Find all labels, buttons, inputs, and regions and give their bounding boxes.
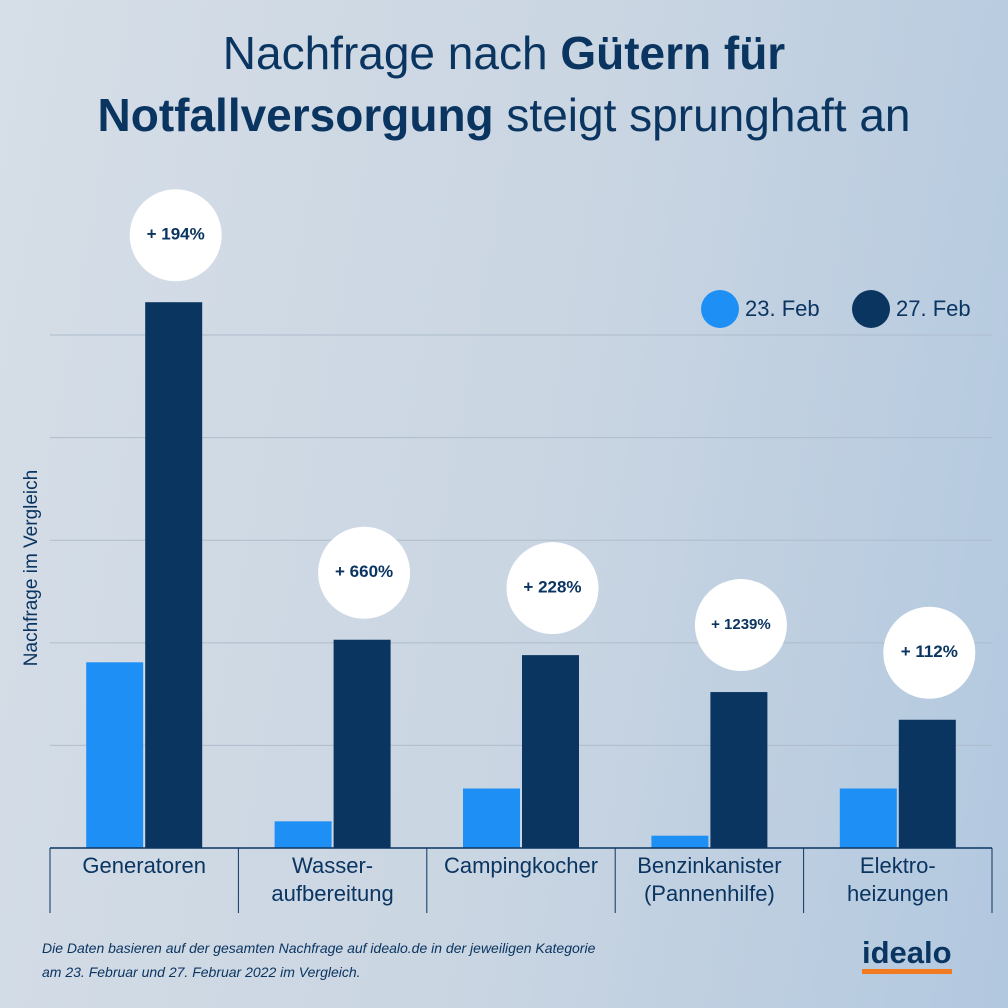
- bar: [86, 662, 144, 848]
- annotation: + 194%: [147, 225, 205, 244]
- title-part: Gütern für: [560, 27, 786, 79]
- y-axis-label: Nachfrage im Vergleich: [21, 470, 42, 666]
- bar: [839, 788, 897, 848]
- bar: [274, 821, 332, 848]
- legend-label: 23. Feb: [745, 296, 820, 321]
- bar: [710, 692, 768, 848]
- title-part: Notfallversorgung: [97, 89, 494, 141]
- annotation: + 112%: [901, 642, 958, 661]
- bar: [333, 639, 391, 848]
- bar: [522, 655, 579, 848]
- annotation-bubble: [318, 526, 411, 619]
- x-tick-label: Benzinkanister (Pannenhilfe): [637, 853, 782, 906]
- footnote-line: Die Daten basieren auf der gesamten Nach…: [42, 940, 596, 956]
- legend-swatch: [701, 290, 739, 328]
- annotation-bubble: [506, 542, 599, 635]
- title-part: steigt sprunghaft an: [493, 89, 911, 141]
- bar: [651, 835, 709, 848]
- x-tick-label: Campingkocher: [443, 853, 599, 878]
- annotation-bubble: [883, 606, 976, 699]
- x-tick-label: Wasser- aufbereitung: [271, 853, 394, 906]
- annotation: + 1239%: [711, 616, 771, 633]
- annotation: + 228%: [523, 578, 581, 597]
- annotation-bubble: [694, 579, 787, 672]
- annotation: + 660%: [335, 562, 393, 581]
- bar: [898, 719, 956, 848]
- title-part: Nachfrage nach: [222, 27, 561, 79]
- footnote: Die Daten basieren auf der gesamten Nach…: [42, 936, 595, 984]
- x-tick-label: Elektro- heizungen: [847, 853, 949, 906]
- chart-title: Nachfrage nach Gütern für Notfallversorgu…: [0, 22, 1008, 146]
- bar: [145, 302, 203, 848]
- bar: [463, 788, 520, 848]
- logo: idealo: [862, 937, 952, 974]
- legend-swatch: [852, 290, 890, 328]
- x-tick-label: Generatoren: [82, 853, 206, 878]
- annotation-bubble: [129, 189, 222, 282]
- footnote-line: am 23. Februar und 27. Februar 2022 im V…: [42, 964, 361, 980]
- legend-label: 27. Feb: [896, 296, 971, 321]
